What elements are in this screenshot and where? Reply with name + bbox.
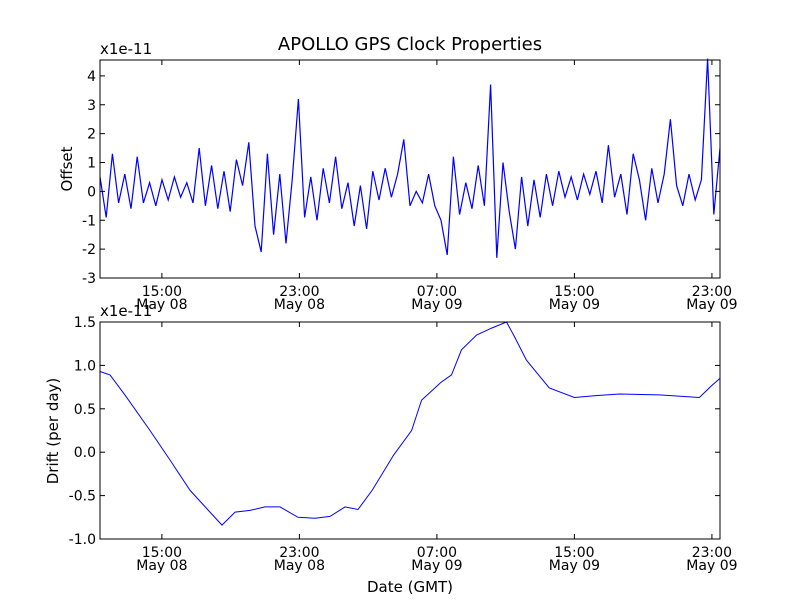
y-tick-label: 1 [87,156,96,172]
y-tick-label: 4 [87,69,96,85]
x-tick-label-time: 23:00 [692,284,732,300]
bottom-y-label: Drift (per day) [44,378,62,485]
drift-series-line [99,321,721,526]
top-y-multiplier: x1e-11 [100,40,152,58]
y-tick-label: 3 [87,98,96,114]
top-y-label: Offset [58,146,76,191]
x-tick-label-date: May 08 [274,558,325,574]
x-tick-label-date: May 08 [136,297,187,313]
x-tick-label-time: 15:00 [554,545,594,561]
x-tick-label-time: 23:00 [279,284,319,300]
x-tick-label-date: May 09 [549,297,600,313]
x-tick-label-time: 15:00 [142,284,182,300]
x-tick-label-time: 15:00 [142,545,182,561]
x-tick-label-date: May 08 [136,558,187,574]
x-tick-label-time: 07:00 [417,545,457,561]
y-tick-label: 2 [87,127,96,143]
y-tick-label: 1.0 [74,358,96,374]
x-axis-label: Date (GMT) [367,578,453,596]
axes-frame [99,59,721,279]
chart-title: APOLLO GPS Clock Properties [278,34,542,55]
x-tick-label-time: 15:00 [554,284,594,300]
y-tick-label: 1.5 [74,315,96,331]
y-tick-label: 0.0 [74,445,96,461]
x-tick-label-date: May 08 [274,297,325,313]
x-tick-label-date: May 09 [549,558,600,574]
offset-series-line [99,58,721,258]
y-tick-label: -1.0 [69,532,96,548]
bottom-y-multiplier: x1e-11 [100,302,152,320]
x-tick-label-time: 07:00 [417,284,457,300]
x-tick-label-time: 23:00 [692,545,732,561]
x-tick-label-date: May 09 [686,297,737,313]
y-tick-label: -2 [82,242,96,258]
x-tick-label-time: 23:00 [279,545,319,561]
y-tick-label: 0.5 [74,402,96,418]
y-tick-label: -3 [82,271,96,287]
y-tick-label: -1 [82,213,96,229]
y-tick-label: -0.5 [69,489,96,505]
x-tick-label-date: May 09 [686,558,737,574]
x-tick-label-date: May 09 [411,558,462,574]
y-tick-label: 0 [87,184,96,200]
axes-frame [99,321,721,540]
x-tick-label-date: May 09 [411,297,462,313]
